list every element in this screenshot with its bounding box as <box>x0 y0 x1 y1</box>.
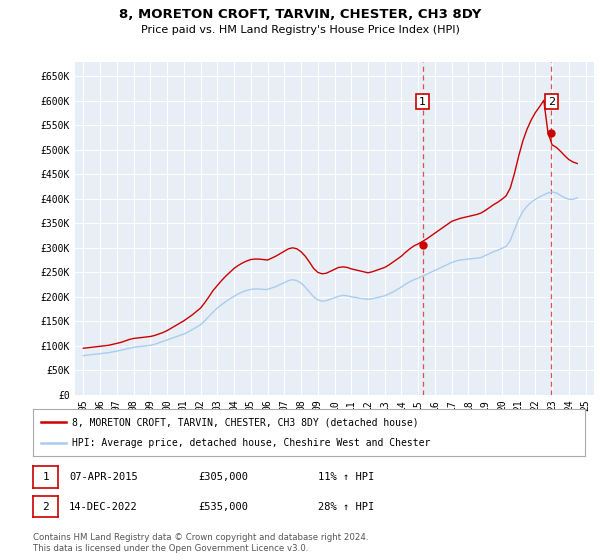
Text: Contains HM Land Registry data © Crown copyright and database right 2024.
This d: Contains HM Land Registry data © Crown c… <box>33 533 368 553</box>
Text: £535,000: £535,000 <box>198 502 248 512</box>
Text: 07-APR-2015: 07-APR-2015 <box>69 472 138 482</box>
Text: 28% ↑ HPI: 28% ↑ HPI <box>318 502 374 512</box>
Text: £305,000: £305,000 <box>198 472 248 482</box>
Text: HPI: Average price, detached house, Cheshire West and Chester: HPI: Average price, detached house, Ches… <box>71 438 430 448</box>
Text: 2: 2 <box>42 502 49 512</box>
Text: 8, MORETON CROFT, TARVIN, CHESTER, CH3 8DY (detached house): 8, MORETON CROFT, TARVIN, CHESTER, CH3 8… <box>71 417 418 427</box>
Text: 14-DEC-2022: 14-DEC-2022 <box>69 502 138 512</box>
Text: 8, MORETON CROFT, TARVIN, CHESTER, CH3 8DY: 8, MORETON CROFT, TARVIN, CHESTER, CH3 8… <box>119 8 481 21</box>
Text: 11% ↑ HPI: 11% ↑ HPI <box>318 472 374 482</box>
Text: 1: 1 <box>419 96 426 106</box>
Text: 2: 2 <box>548 96 555 106</box>
Text: Price paid vs. HM Land Registry's House Price Index (HPI): Price paid vs. HM Land Registry's House … <box>140 25 460 35</box>
Text: 1: 1 <box>42 472 49 482</box>
